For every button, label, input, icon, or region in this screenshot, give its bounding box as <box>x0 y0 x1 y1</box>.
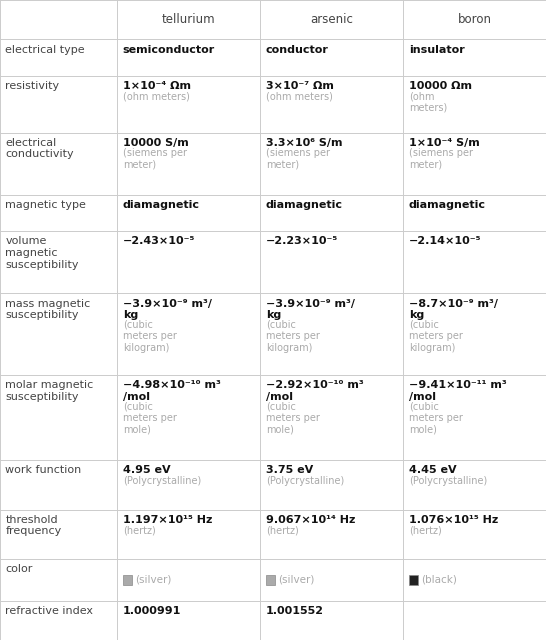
Text: −2.14×10⁻⁵: −2.14×10⁻⁵ <box>409 236 482 246</box>
Text: diamagnetic: diamagnetic <box>409 200 486 210</box>
Text: −3.9×10⁻⁹ m³/
kg: −3.9×10⁻⁹ m³/ kg <box>266 299 355 320</box>
Text: (siemens per
meter): (siemens per meter) <box>409 148 473 170</box>
Text: volume
magnetic
susceptibility: volume magnetic susceptibility <box>5 236 79 269</box>
Text: (siemens per
meter): (siemens per meter) <box>123 148 187 170</box>
Text: 1.001552: 1.001552 <box>266 605 324 616</box>
Text: 10000 S/m: 10000 S/m <box>123 138 188 148</box>
Text: work function: work function <box>5 465 82 476</box>
Text: tellurium: tellurium <box>162 13 216 26</box>
Text: (cubic
meters per
mole): (cubic meters per mole) <box>123 401 177 435</box>
Text: 1.197×10¹⁵ Hz: 1.197×10¹⁵ Hz <box>123 515 212 525</box>
Text: 3.3×10⁶ S/m: 3.3×10⁶ S/m <box>266 138 342 148</box>
Text: 1.000991: 1.000991 <box>123 605 181 616</box>
Text: magnetic type: magnetic type <box>5 200 86 210</box>
Text: −2.23×10⁻⁵: −2.23×10⁻⁵ <box>266 236 338 246</box>
Text: (Polycrystalline): (Polycrystalline) <box>123 476 201 486</box>
Text: (Polycrystalline): (Polycrystalline) <box>409 476 487 486</box>
Text: electrical
conductivity: electrical conductivity <box>5 138 74 159</box>
Text: (cubic
meters per
kilogram): (cubic meters per kilogram) <box>123 319 177 353</box>
Text: refractive index: refractive index <box>5 605 93 616</box>
Bar <box>123 575 132 585</box>
Text: (ohm meters): (ohm meters) <box>123 92 189 101</box>
Text: 1×10⁻⁴ Ωm: 1×10⁻⁴ Ωm <box>123 81 191 91</box>
Text: (silver): (silver) <box>135 575 172 585</box>
Text: 1.076×10¹⁵ Hz: 1.076×10¹⁵ Hz <box>409 515 498 525</box>
Text: resistivity: resistivity <box>5 81 60 91</box>
Text: mass magnetic
susceptibility: mass magnetic susceptibility <box>5 299 91 320</box>
Text: (silver): (silver) <box>278 575 315 585</box>
Text: 10000 Ωm: 10000 Ωm <box>409 81 472 91</box>
Text: (Polycrystalline): (Polycrystalline) <box>266 476 344 486</box>
Text: (cubic
meters per
mole): (cubic meters per mole) <box>409 401 463 435</box>
Text: −4.98×10⁻¹⁰ m³
/mol: −4.98×10⁻¹⁰ m³ /mol <box>123 380 221 402</box>
Text: electrical type: electrical type <box>5 45 85 54</box>
Text: −2.43×10⁻⁵: −2.43×10⁻⁵ <box>123 236 195 246</box>
Text: (cubic
meters per
mole): (cubic meters per mole) <box>266 401 320 435</box>
Text: molar magnetic
susceptibility: molar magnetic susceptibility <box>5 380 94 402</box>
Text: −3.9×10⁻⁹ m³/
kg: −3.9×10⁻⁹ m³/ kg <box>123 299 212 320</box>
Text: boron: boron <box>458 13 492 26</box>
Text: (cubic
meters per
kilogram): (cubic meters per kilogram) <box>409 319 463 353</box>
Text: diamagnetic: diamagnetic <box>123 200 200 210</box>
Text: (siemens per
meter): (siemens per meter) <box>266 148 330 170</box>
Text: threshold
frequency: threshold frequency <box>5 515 62 536</box>
Text: diamagnetic: diamagnetic <box>266 200 343 210</box>
Text: (cubic
meters per
kilogram): (cubic meters per kilogram) <box>266 319 320 353</box>
Text: color: color <box>5 564 33 574</box>
Text: 4.45 eV: 4.45 eV <box>409 465 456 476</box>
Text: semiconductor: semiconductor <box>123 45 215 54</box>
Text: 9.067×10¹⁴ Hz: 9.067×10¹⁴ Hz <box>266 515 355 525</box>
Text: conductor: conductor <box>266 45 329 54</box>
Text: (black): (black) <box>422 575 458 585</box>
Bar <box>266 575 275 585</box>
Text: (ohm
meters): (ohm meters) <box>409 92 447 113</box>
Text: 1×10⁻⁴ S/m: 1×10⁻⁴ S/m <box>409 138 480 148</box>
Text: arsenic: arsenic <box>311 13 353 26</box>
Text: (ohm meters): (ohm meters) <box>266 92 333 101</box>
Text: insulator: insulator <box>409 45 465 54</box>
Text: (hertz): (hertz) <box>123 525 156 535</box>
Text: −2.92×10⁻¹⁰ m³
/mol: −2.92×10⁻¹⁰ m³ /mol <box>266 380 364 402</box>
Text: (hertz): (hertz) <box>409 525 442 535</box>
Text: (hertz): (hertz) <box>266 525 299 535</box>
Bar <box>409 575 418 585</box>
Text: 3×10⁻⁷ Ωm: 3×10⁻⁷ Ωm <box>266 81 334 91</box>
Text: 3.75 eV: 3.75 eV <box>266 465 313 476</box>
Text: 4.95 eV: 4.95 eV <box>123 465 170 476</box>
Text: −9.41×10⁻¹¹ m³
/mol: −9.41×10⁻¹¹ m³ /mol <box>409 380 507 402</box>
Text: −8.7×10⁻⁹ m³/
kg: −8.7×10⁻⁹ m³/ kg <box>409 299 498 320</box>
